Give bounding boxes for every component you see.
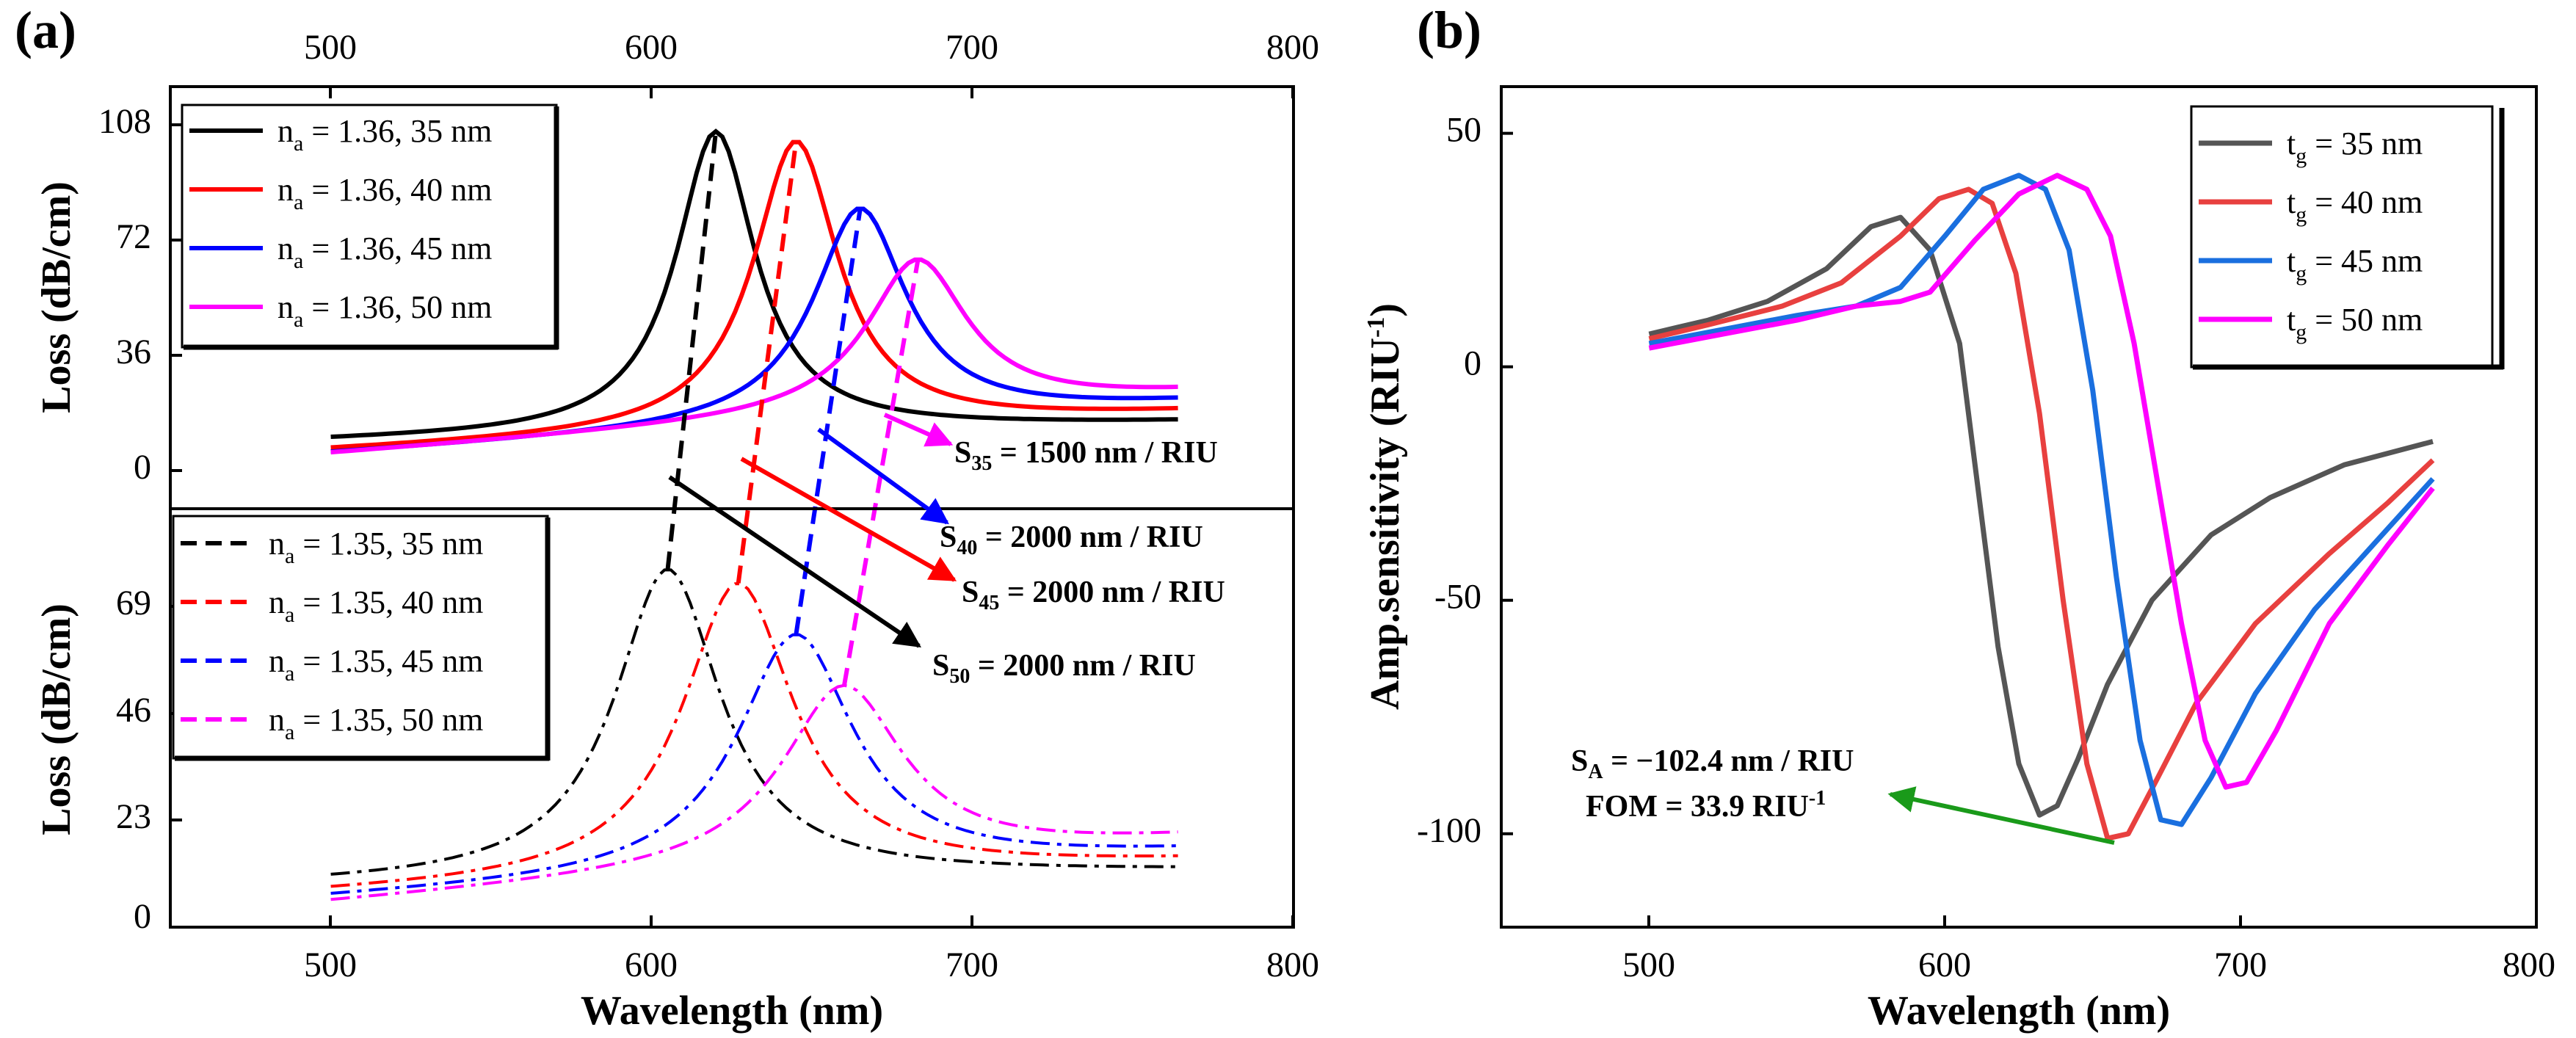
legend-label: tg = 35 nm [2287,126,2423,168]
panel-b-x-axis: 500 600 700 800 [1622,915,2555,984]
series-line-b-3 [1648,173,2435,790]
panel-a-upper-y-tick: 0 [134,448,151,487]
panel-a-bottom-tick: 700 [946,946,998,984]
legend-label: tg = 40 nm [2287,184,2423,227]
panel-b-y-tick: 50 [1446,111,1481,150]
panel-a-lower-y-tick: 0 [134,897,151,936]
peak-shift-line-2 [794,208,863,635]
series-line-lower-0 [330,568,1178,876]
panel-a-upper-series [330,128,1178,455]
panel-b-legend: tg = 35 nm tg = 40 nm tg = 45 nm tg = 50 nm [2190,105,2505,370]
panel-b-fom-annotation: SA = −102.4 nm / RIU FOM = 33.9 RIU-1 [1571,744,2115,845]
panel-b-x-tick: 700 [2214,946,2267,984]
panel-a-upper-y-label: Loss (dB/cm) [34,181,79,413]
panel-a-sensitivity-annotations: S35 = 1500 nm / RIU S40 = 2000 nm / RIU … [668,413,1225,688]
panel-b-y-axis: 50 0 -50 -100 [1417,111,1513,850]
panel-a-top-x-axis: 500 600 700 800 [304,28,1319,98]
annotation-s45: S45 = 2000 nm / RIU [962,576,1225,614]
panel-b-series [1648,173,2435,841]
annotation-s40: S40 = 2000 nm / RIU [940,520,1203,559]
legend-label: na = 1.35, 45 nm [269,643,483,686]
panel-a-top-tick: 500 [304,28,357,67]
panel-a-upper-y-tick: 108 [98,102,151,141]
panel-b-y-tick: -100 [1417,811,1481,850]
peak-shift-line-1 [736,140,799,584]
panel-a-lower-y-axis: 0 23 46 69 [116,584,182,936]
legend-label: na = 1.36, 50 nm [277,289,492,332]
panel-b-x-tick: 500 [1622,946,1675,984]
panel-b-y-tick: 0 [1464,344,1481,383]
panel-a-bottom-tick: 800 [1266,946,1319,984]
panel-b-x-label: Wavelength (nm) [1868,988,2170,1034]
panel-a-lower-y-tick: 23 [116,797,151,836]
panel-b-y-label: Amp.sensitivity (RIU-1) [1363,303,1408,710]
panel-a-lower-frame [169,507,1295,929]
panel-a-top-tick: 600 [625,28,678,67]
panel-a-upper-y-tick: 36 [116,333,151,371]
panel-b-frame [1500,85,2538,929]
panel-b-x-tick: 600 [1918,946,1971,984]
annotation-fom: FOM = 33.9 RIU-1 [1586,787,1826,824]
panel-b-y-tick: -50 [1434,578,1481,617]
panel-a-upper-legend: na = 1.36, 35 nm na = 1.36, 40 nm na = 1.3… [181,104,559,350]
series-line-b-1 [1648,186,2435,841]
panel-b-label: (b) [1417,1,1481,59]
panel-a-bottom-x-axis: 500 600 700 800 [304,915,1319,984]
arrow-s35 [883,413,954,447]
series-line-lower-2 [330,633,1178,895]
series-line-upper-1 [330,139,1178,450]
panel-a-bottom-tick: 600 [625,946,678,984]
legend-label: tg = 45 nm [2287,243,2423,286]
panel-a-lower-y-tick: 46 [116,691,151,730]
panel-a-lower-series [330,131,1178,901]
series-line-b-0 [1648,214,2434,818]
legend-label: tg = 50 nm [2287,302,2423,344]
panel-a-top-tick: 800 [1266,28,1319,67]
panel-b-x-tick: 800 [2503,946,2555,984]
annotation-s35: S35 = 1500 nm / RIU [954,436,1218,475]
legend-label: na = 1.36, 45 nm [277,231,492,273]
panel-a-lower-y-label: Loss (dB/cm) [34,603,79,835]
series-line-lower-3 [330,683,1178,901]
panel-a-lower-legend: na = 1.35, 35 nm na = 1.35, 40 nm na = 1.3… [172,515,551,761]
series-line-upper-3 [330,257,1178,455]
legend-label: na = 1.36, 35 nm [277,113,492,156]
peak-shift-line-0 [665,131,719,570]
arrow-s45 [740,457,957,582]
panel-a-bottom-tick: 500 [304,946,357,984]
legend-label: na = 1.35, 50 nm [269,702,483,744]
arrow-s40 [817,427,949,525]
annotation-sa: SA = −102.4 nm / RIU [1571,744,1854,783]
peak-shift-line-3 [842,258,921,686]
panel-a-top-tick: 700 [946,28,998,67]
panel-a-upper-y-tick: 72 [116,217,151,256]
legend-label: na = 1.35, 40 nm [269,584,483,627]
panel-a-x-label: Wavelength (nm) [581,988,883,1034]
annotation-s50: S50 = 2000 nm / RIU [932,649,1196,688]
series-line-lower-1 [330,582,1178,888]
panel-a-upper-y-axis: 0 36 72 108 [98,102,182,487]
arrow-fom [1887,786,2115,845]
panel-a-label: (a) [15,1,76,59]
legend-label: na = 1.36, 40 nm [277,172,492,214]
arrow-s50 [668,475,921,648]
legend-label: na = 1.35, 35 nm [269,526,483,568]
panel-a-lower-y-tick: 69 [116,584,151,623]
